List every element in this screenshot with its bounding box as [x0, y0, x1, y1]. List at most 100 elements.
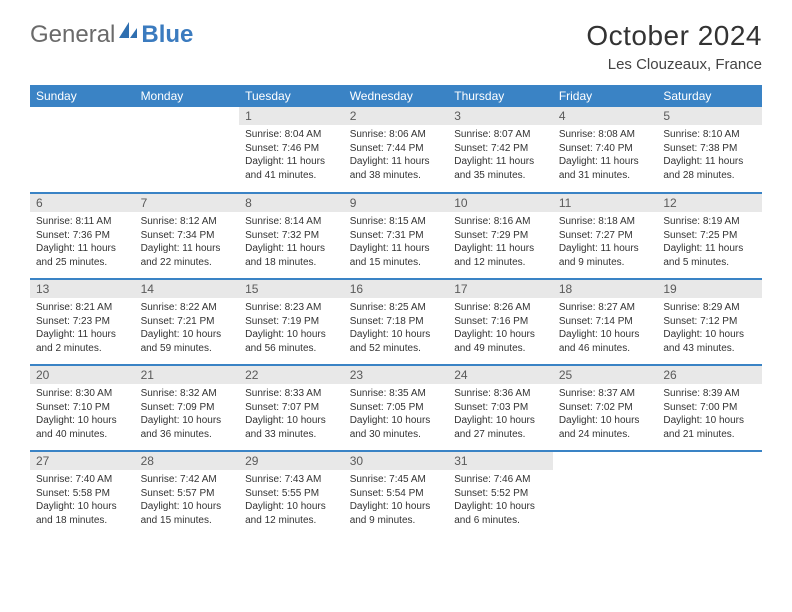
weekday-header: Wednesday: [344, 85, 449, 107]
daylight-line-1: Daylight: 10 hours: [36, 414, 129, 428]
sunrise-line: Sunrise: 7:43 AM: [245, 473, 338, 487]
day-number: 17: [448, 280, 553, 298]
day-details: Sunrise: 8:30 AMSunset: 7:10 PMDaylight:…: [30, 384, 135, 444]
daylight-line-1: Daylight: 11 hours: [36, 328, 129, 342]
day-details: Sunrise: 8:22 AMSunset: 7:21 PMDaylight:…: [135, 298, 240, 358]
sunrise-line: Sunrise: 8:16 AM: [454, 215, 547, 229]
calendar-day-cell: 21Sunrise: 8:32 AMSunset: 7:09 PMDayligh…: [135, 365, 240, 451]
sunrise-line: Sunrise: 8:10 AM: [663, 128, 756, 142]
daylight-line-1: Daylight: 10 hours: [559, 328, 652, 342]
daylight-line-2: and 6 minutes.: [454, 514, 547, 528]
sunset-line: Sunset: 7:46 PM: [245, 142, 338, 156]
day-details: Sunrise: 7:46 AMSunset: 5:52 PMDaylight:…: [448, 470, 553, 530]
day-details: Sunrise: 8:29 AMSunset: 7:12 PMDaylight:…: [657, 298, 762, 358]
daylight-line-2: and 36 minutes.: [141, 428, 234, 442]
daylight-line-2: and 28 minutes.: [663, 169, 756, 183]
daylight-line-1: Daylight: 10 hours: [141, 414, 234, 428]
sunset-line: Sunset: 5:52 PM: [454, 487, 547, 501]
sunset-line: Sunset: 7:36 PM: [36, 229, 129, 243]
daylight-line-2: and 15 minutes.: [350, 256, 443, 270]
day-number: 6: [30, 194, 135, 212]
day-details: Sunrise: 7:40 AMSunset: 5:58 PMDaylight:…: [30, 470, 135, 530]
sunset-line: Sunset: 7:31 PM: [350, 229, 443, 243]
daylight-line-1: Daylight: 11 hours: [350, 155, 443, 169]
calendar-week-row: 27Sunrise: 7:40 AMSunset: 5:58 PMDayligh…: [30, 451, 762, 537]
day-number: 16: [344, 280, 449, 298]
daylight-line-2: and 22 minutes.: [141, 256, 234, 270]
calendar-body: ..1Sunrise: 8:04 AMSunset: 7:46 PMDaylig…: [30, 107, 762, 537]
brand-logo: General Blue: [30, 20, 193, 49]
daylight-line-1: Daylight: 10 hours: [559, 414, 652, 428]
day-details: Sunrise: 8:33 AMSunset: 7:07 PMDaylight:…: [239, 384, 344, 444]
sunset-line: Sunset: 7:27 PM: [559, 229, 652, 243]
sunset-line: Sunset: 7:14 PM: [559, 315, 652, 329]
calendar-day-cell: 19Sunrise: 8:29 AMSunset: 7:12 PMDayligh…: [657, 279, 762, 365]
daylight-line-2: and 12 minutes.: [454, 256, 547, 270]
brand-part2: Blue: [141, 21, 193, 49]
calendar-day-cell: 13Sunrise: 8:21 AMSunset: 7:23 PMDayligh…: [30, 279, 135, 365]
day-number: 1: [239, 107, 344, 125]
daylight-line-1: Daylight: 11 hours: [141, 242, 234, 256]
daylight-line-2: and 59 minutes.: [141, 342, 234, 356]
daylight-line-2: and 25 minutes.: [36, 256, 129, 270]
calendar-day-cell: 6Sunrise: 8:11 AMSunset: 7:36 PMDaylight…: [30, 193, 135, 279]
sunrise-line: Sunrise: 8:22 AM: [141, 301, 234, 315]
weekday-header: Friday: [553, 85, 658, 107]
sunset-line: Sunset: 7:10 PM: [36, 401, 129, 415]
weekday-header: Tuesday: [239, 85, 344, 107]
day-number: 27: [30, 452, 135, 470]
daylight-line-1: Daylight: 11 hours: [245, 155, 338, 169]
page-title: October 2024: [586, 20, 762, 52]
calendar-day-cell: 26Sunrise: 8:39 AMSunset: 7:00 PMDayligh…: [657, 365, 762, 451]
day-number: 25: [553, 366, 658, 384]
sunset-line: Sunset: 7:32 PM: [245, 229, 338, 243]
sunrise-line: Sunrise: 8:29 AM: [663, 301, 756, 315]
sunrise-line: Sunrise: 8:32 AM: [141, 387, 234, 401]
calendar-week-row: 13Sunrise: 8:21 AMSunset: 7:23 PMDayligh…: [30, 279, 762, 365]
daylight-line-1: Daylight: 10 hours: [350, 500, 443, 514]
sunset-line: Sunset: 7:02 PM: [559, 401, 652, 415]
calendar-day-cell: 20Sunrise: 8:30 AMSunset: 7:10 PMDayligh…: [30, 365, 135, 451]
calendar-week-row: 20Sunrise: 8:30 AMSunset: 7:10 PMDayligh…: [30, 365, 762, 451]
sunrise-line: Sunrise: 8:07 AM: [454, 128, 547, 142]
sunset-line: Sunset: 7:25 PM: [663, 229, 756, 243]
sunrise-line: Sunrise: 8:12 AM: [141, 215, 234, 229]
sunrise-line: Sunrise: 8:04 AM: [245, 128, 338, 142]
day-details: Sunrise: 8:10 AMSunset: 7:38 PMDaylight:…: [657, 125, 762, 185]
day-details: Sunrise: 8:16 AMSunset: 7:29 PMDaylight:…: [448, 212, 553, 272]
calendar-day-cell: 30Sunrise: 7:45 AMSunset: 5:54 PMDayligh…: [344, 451, 449, 537]
day-details: Sunrise: 8:19 AMSunset: 7:25 PMDaylight:…: [657, 212, 762, 272]
day-details: Sunrise: 7:45 AMSunset: 5:54 PMDaylight:…: [344, 470, 449, 530]
daylight-line-1: Daylight: 10 hours: [245, 500, 338, 514]
sunset-line: Sunset: 7:18 PM: [350, 315, 443, 329]
sunset-line: Sunset: 7:44 PM: [350, 142, 443, 156]
day-number: 20: [30, 366, 135, 384]
sunrise-line: Sunrise: 7:40 AM: [36, 473, 129, 487]
calendar-day-cell: 4Sunrise: 8:08 AMSunset: 7:40 PMDaylight…: [553, 107, 658, 193]
day-details: Sunrise: 8:18 AMSunset: 7:27 PMDaylight:…: [553, 212, 658, 272]
calendar-day-cell: 8Sunrise: 8:14 AMSunset: 7:32 PMDaylight…: [239, 193, 344, 279]
calendar-week-row: 6Sunrise: 8:11 AMSunset: 7:36 PMDaylight…: [30, 193, 762, 279]
day-number: 18: [553, 280, 658, 298]
daylight-line-1: Daylight: 10 hours: [663, 328, 756, 342]
daylight-line-1: Daylight: 11 hours: [663, 242, 756, 256]
daylight-line-2: and 56 minutes.: [245, 342, 338, 356]
daylight-line-1: Daylight: 10 hours: [141, 500, 234, 514]
sunset-line: Sunset: 5:58 PM: [36, 487, 129, 501]
title-block: October 2024 Les Clouzeaux, France: [586, 20, 762, 73]
daylight-line-2: and 30 minutes.: [350, 428, 443, 442]
day-details: Sunrise: 8:36 AMSunset: 7:03 PMDaylight:…: [448, 384, 553, 444]
sunrise-line: Sunrise: 8:19 AM: [663, 215, 756, 229]
sunset-line: Sunset: 7:21 PM: [141, 315, 234, 329]
day-number: 28: [135, 452, 240, 470]
calendar-day-cell: 24Sunrise: 8:36 AMSunset: 7:03 PMDayligh…: [448, 365, 553, 451]
sail-icon: [117, 20, 139, 49]
day-number: 4: [553, 107, 658, 125]
day-details: Sunrise: 8:07 AMSunset: 7:42 PMDaylight:…: [448, 125, 553, 185]
sunrise-line: Sunrise: 8:30 AM: [36, 387, 129, 401]
day-number: 22: [239, 366, 344, 384]
calendar-week-row: ..1Sunrise: 8:04 AMSunset: 7:46 PMDaylig…: [30, 107, 762, 193]
sunrise-line: Sunrise: 8:39 AM: [663, 387, 756, 401]
daylight-line-2: and 31 minutes.: [559, 169, 652, 183]
daylight-line-2: and 46 minutes.: [559, 342, 652, 356]
